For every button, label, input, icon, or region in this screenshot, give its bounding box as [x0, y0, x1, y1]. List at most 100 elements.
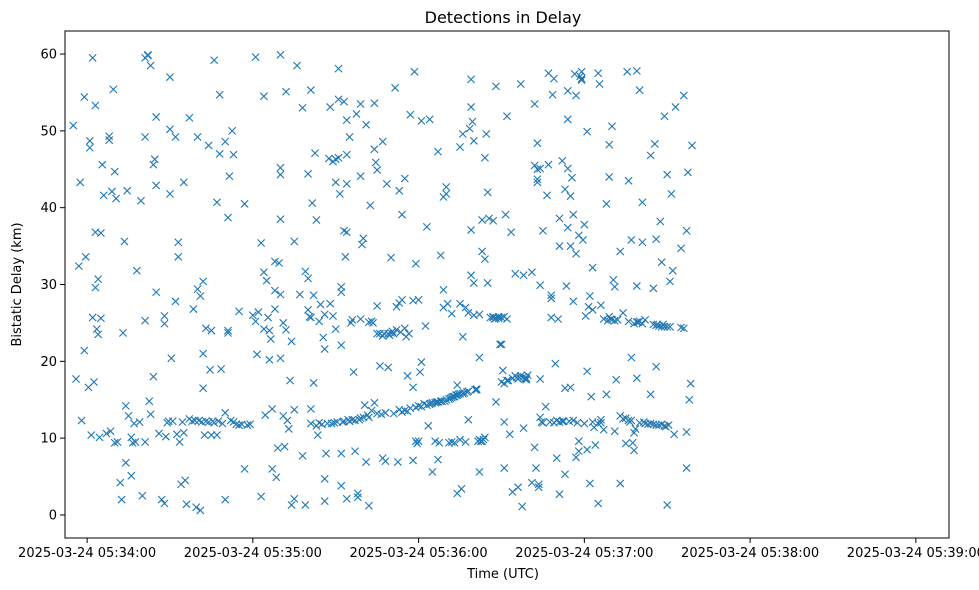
chart-title: Detections in Delay [425, 8, 582, 27]
data-point [112, 194, 121, 203]
data-point [362, 457, 371, 466]
data-point [342, 228, 351, 237]
data-point [110, 438, 119, 447]
data-point [665, 322, 674, 331]
data-point [330, 418, 339, 427]
data-point [306, 313, 315, 322]
x-tick-label: 2025-03-24 05:38:00 [681, 546, 819, 561]
data-point [596, 301, 605, 310]
data-point [342, 494, 351, 503]
data-point [610, 316, 619, 325]
data-point [210, 418, 219, 427]
data-point [461, 303, 470, 312]
data-point [165, 125, 174, 134]
data-point [577, 67, 586, 76]
data-point [356, 315, 365, 324]
data-point [196, 292, 205, 301]
data-point [121, 458, 130, 467]
data-point [149, 160, 158, 169]
data-point [337, 341, 346, 350]
data-point [167, 354, 176, 363]
data-point [268, 404, 277, 413]
data-point [246, 420, 255, 429]
data-point [266, 335, 275, 344]
data-point [80, 346, 89, 355]
data-point [91, 283, 100, 292]
data-point [469, 278, 478, 287]
data-point [273, 444, 282, 453]
data-point [659, 320, 668, 329]
y-tick-label: 40 [40, 201, 57, 216]
data-point [649, 284, 658, 293]
data-point [150, 155, 159, 164]
data-point [174, 252, 183, 261]
data-point [373, 166, 382, 175]
data-point [683, 168, 692, 177]
data-point [341, 252, 350, 261]
data-point [574, 447, 583, 456]
data-point [483, 188, 492, 197]
data-point [558, 417, 567, 426]
data-point [414, 295, 423, 304]
data-point [102, 429, 111, 438]
data-point [309, 291, 318, 300]
data-point [85, 136, 94, 145]
data-point [501, 210, 510, 219]
data-point [585, 479, 594, 488]
data-point [179, 178, 188, 187]
data-point [480, 153, 489, 162]
data-point [581, 312, 590, 320]
data-point [570, 70, 579, 79]
data-point [516, 80, 525, 88]
data-point [357, 240, 366, 249]
data-point [223, 326, 232, 335]
data-point [331, 325, 340, 334]
data-point [366, 201, 375, 210]
data-point [326, 299, 335, 308]
data-point [533, 175, 542, 184]
data-point [519, 271, 528, 280]
data-point [77, 416, 86, 425]
data-points [69, 50, 697, 515]
data-point [421, 321, 430, 330]
data-point [206, 365, 215, 374]
x-tick-label: 2025-03-24 05:34:00 [18, 546, 156, 561]
data-point [392, 302, 401, 311]
data-point [124, 411, 133, 420]
data-point [182, 500, 191, 509]
data-point [457, 484, 466, 493]
data-point [464, 308, 473, 317]
data-point [547, 313, 556, 322]
data-point [663, 500, 672, 509]
data-point [670, 430, 679, 439]
data-point [290, 405, 299, 414]
data-point [322, 449, 331, 458]
data-point [192, 503, 201, 512]
data-point [94, 330, 103, 339]
data-point [516, 371, 525, 380]
data-point [497, 340, 506, 349]
data-point [373, 302, 382, 310]
data-point [660, 112, 669, 121]
data-point [638, 198, 647, 207]
data-point [480, 433, 489, 442]
data-point [461, 437, 470, 446]
data-point [438, 397, 447, 406]
data-point [259, 92, 268, 101]
data-point [131, 437, 140, 446]
data-point [536, 374, 545, 383]
data-point [652, 235, 661, 244]
data-point [523, 371, 532, 380]
data-point [99, 191, 108, 200]
data-point [235, 307, 244, 316]
data-point [298, 451, 307, 460]
data-point [90, 378, 98, 387]
data-point [583, 367, 592, 376]
data-point [188, 417, 197, 426]
data-point [566, 242, 575, 251]
data-point [295, 290, 304, 299]
data-point [410, 67, 419, 76]
data-point [464, 387, 473, 396]
data-point [480, 255, 489, 264]
